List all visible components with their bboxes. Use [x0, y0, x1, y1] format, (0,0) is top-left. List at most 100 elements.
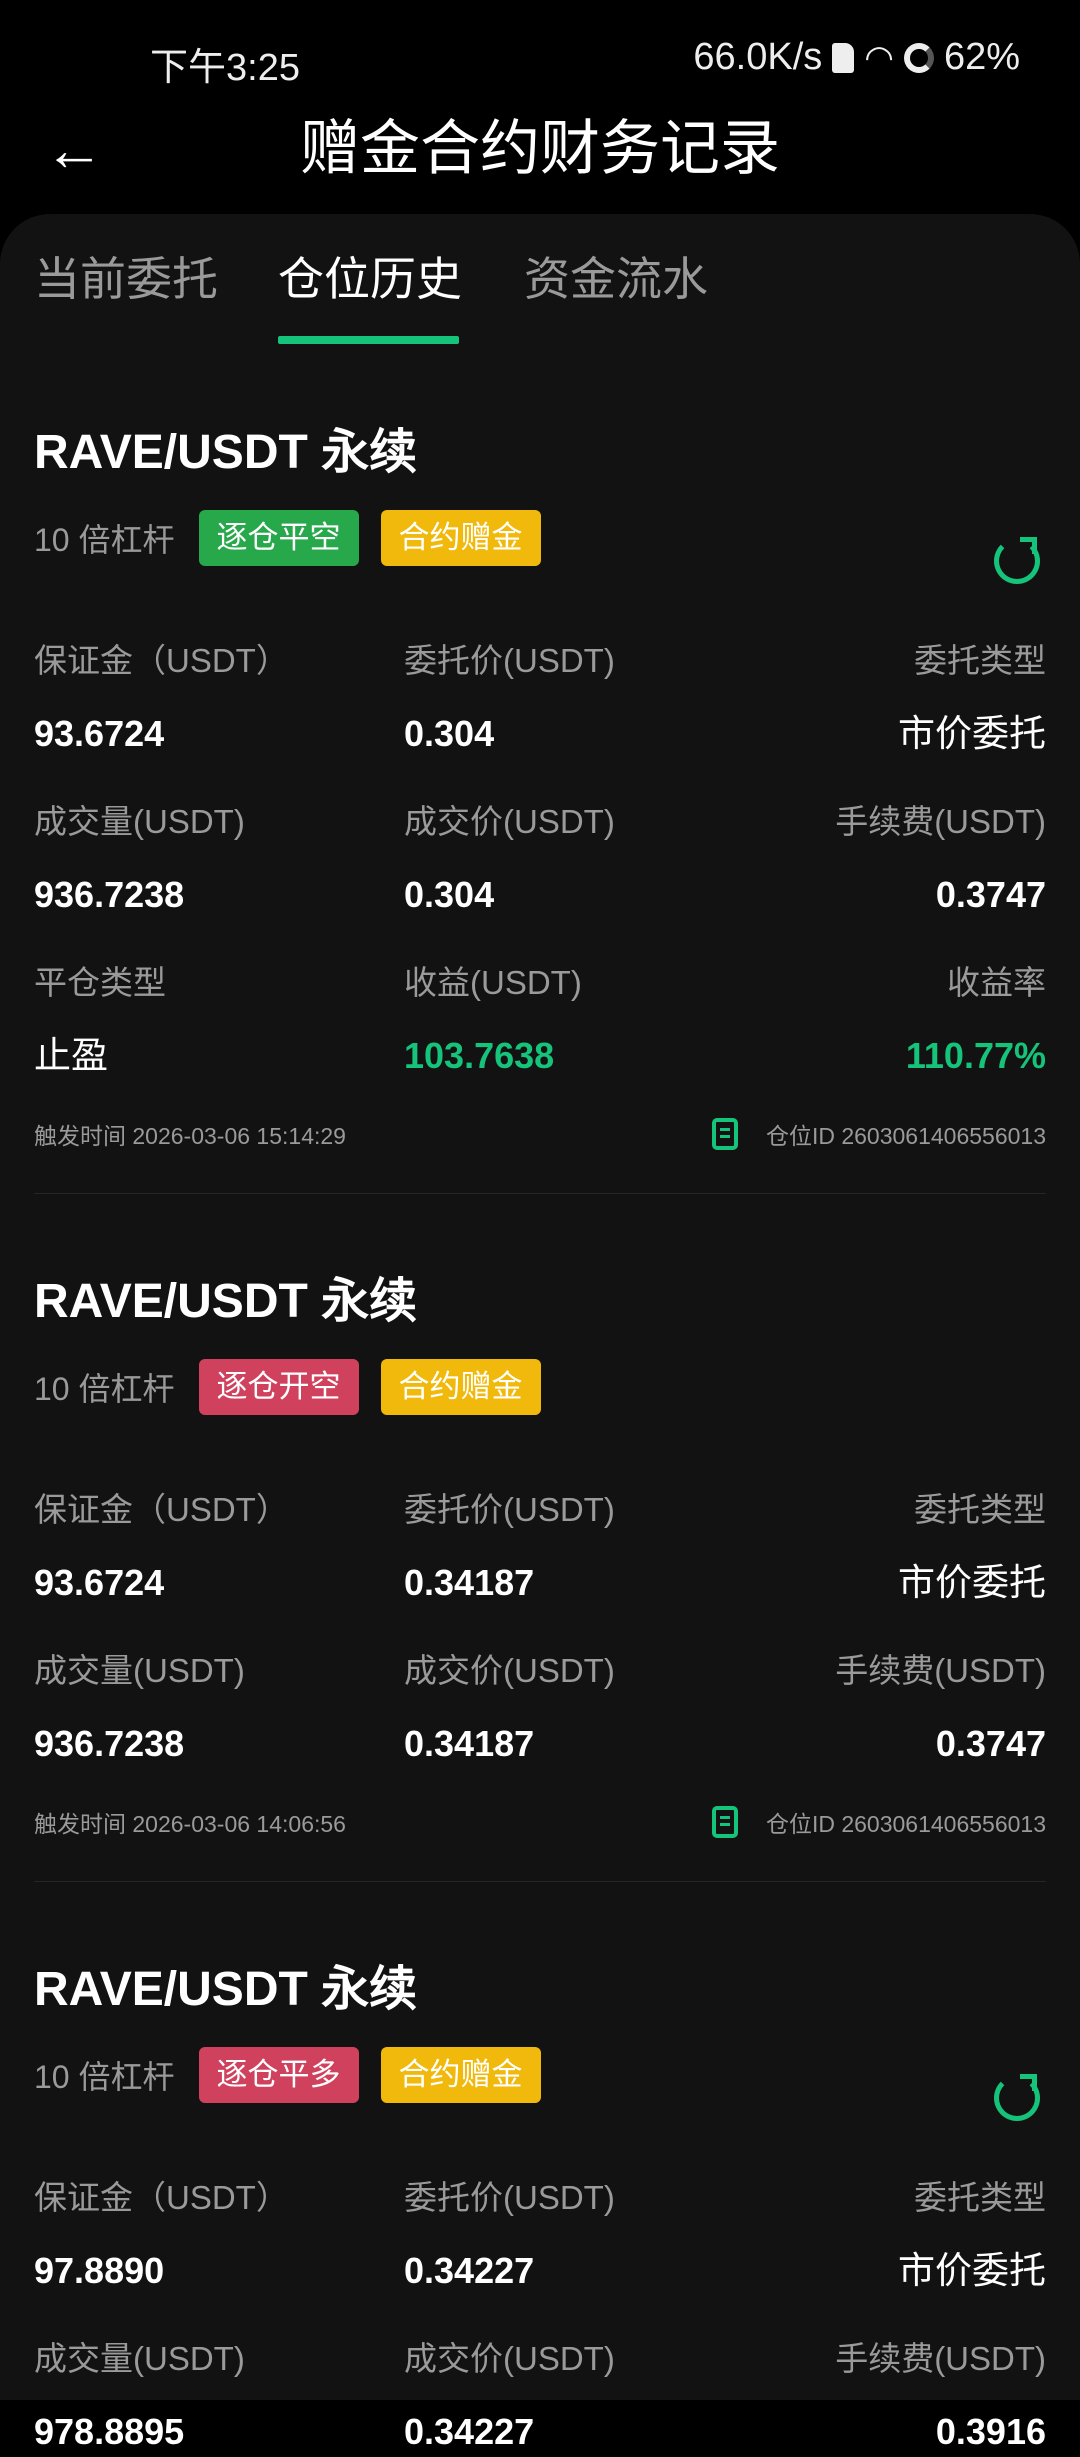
- field: 委托类型 市价委托: [774, 2173, 1046, 2296]
- field-label: 委托价(USDT): [404, 1491, 615, 1528]
- active-tab-indicator: [278, 336, 459, 344]
- field-label: 委托类型: [914, 642, 1046, 679]
- field-label: 平仓类型: [34, 964, 166, 1001]
- tab-current-orders[interactable]: 当前委托: [34, 253, 218, 305]
- position-id: 仓位ID 2603061406556013: [765, 1811, 1046, 1837]
- field: 手续费(USDT) 0.3916: [774, 2334, 1046, 2457]
- copy-icon[interactable]: [711, 1806, 738, 1838]
- field-label: 手续费(USDT): [835, 1652, 1046, 1689]
- field-label: 委托价(USDT): [404, 642, 615, 679]
- direction-badge: 逐仓平空: [198, 510, 359, 566]
- leverage-label: 10 倍杠杆: [34, 1371, 175, 1407]
- field-label: 成交价(USDT): [404, 803, 615, 840]
- field: 保证金（USDT） 93.6724: [34, 636, 404, 759]
- field-label: 成交量(USDT): [34, 803, 245, 840]
- field-value: 0.34227: [404, 2411, 535, 2452]
- tab-position-history[interactable]: 仓位历史: [278, 253, 462, 305]
- field-label: 保证金（USDT）: [34, 642, 289, 679]
- divider: [34, 1193, 1046, 1194]
- field-value: 936.7238: [34, 874, 185, 915]
- field: 保证金（USDT） 97.8890: [34, 2173, 404, 2296]
- field-label: 收益率: [947, 964, 1046, 1001]
- tab-fund-flow[interactable]: 资金流水: [524, 253, 708, 305]
- field: 收益(USDT) 103.7638: [404, 958, 774, 1081]
- field: 委托类型 市价委托: [774, 1485, 1046, 1608]
- field: 成交量(USDT) 936.7238: [34, 797, 404, 920]
- field-row: 平仓类型 止盈 收益(USDT) 103.7638 收益率 110.77%: [34, 958, 1046, 1081]
- field: 保证金（USDT） 93.6724: [34, 1485, 404, 1608]
- trigger-time: 触发时间 2026-03-06 14:06:56: [34, 1811, 346, 1837]
- field-value: 93.6724: [34, 1562, 165, 1603]
- field-value: 0.34187: [404, 1723, 535, 1764]
- bonus-badge: 合约赠金: [380, 1359, 541, 1415]
- field-value: 0.304: [404, 874, 495, 915]
- field-value: 936.7238: [34, 1723, 185, 1764]
- contract-title: RAVE/USDT 永续: [34, 426, 418, 479]
- field-row: 保证金（USDT） 93.6724 委托价(USDT) 0.34187 委托类型…: [34, 1485, 1046, 1608]
- field-value: 0.3916: [935, 2411, 1046, 2452]
- direction-badge: 逐仓开空: [198, 1359, 359, 1415]
- field: 委托类型 市价委托: [774, 636, 1046, 759]
- content-panel: 当前委托 仓位历史 资金流水 RAVE/USDT 永续 10 倍杠杆 逐仓平空 …: [0, 214, 1080, 2452]
- field: 成交量(USDT) 978.8895: [34, 2334, 404, 2457]
- battery-level: 62%: [943, 36, 1020, 78]
- field-value: 市价委托: [898, 1562, 1046, 1603]
- direction-badge: 逐仓平多: [198, 2047, 359, 2103]
- page-title: 赠金合约财务记录: [300, 115, 780, 182]
- copy-icon[interactable]: [711, 1118, 738, 1150]
- field: 委托价(USDT) 0.34227: [404, 2173, 774, 2296]
- field-value: 0.34227: [404, 2250, 535, 2291]
- tab-bar: 当前委托 仓位历史 资金流水: [0, 214, 1080, 345]
- back-arrow-icon[interactable]: ←: [44, 116, 104, 183]
- field-value: 0.3747: [935, 874, 1046, 915]
- divider: [34, 1881, 1046, 1882]
- bonus-badge: 合约赠金: [380, 2047, 541, 2103]
- field-label: 保证金（USDT）: [34, 1491, 289, 1528]
- field-value: 0.3747: [935, 1723, 1046, 1764]
- field: 收益率 110.77%: [774, 958, 1046, 1081]
- field-value: 97.8890: [34, 2250, 165, 2291]
- position-id: 仓位ID 2603061406556013: [765, 1123, 1046, 1149]
- field: 委托价(USDT) 0.304: [404, 636, 774, 759]
- field-label: 成交量(USDT): [34, 1652, 245, 1689]
- field-label: 保证金（USDT）: [34, 2179, 289, 2216]
- status-bar: 下午3:25 66.0K/s ◠ 62%: [0, 0, 1080, 100]
- field-label: 成交价(USDT): [404, 2340, 615, 2377]
- field-value: 103.7638: [404, 1035, 555, 1076]
- share-icon[interactable]: [994, 537, 1040, 584]
- field-value: 93.6724: [34, 713, 165, 754]
- field: 成交价(USDT) 0.34227: [404, 2334, 774, 2457]
- share-icon[interactable]: [994, 2074, 1040, 2121]
- status-time: 下午3:25: [150, 47, 300, 89]
- position-record-card: RAVE/USDT 永续 10 倍杠杆 逐仓平多 合约赠金 保证金（USDT） …: [0, 1955, 1080, 2457]
- field: 成交价(USDT) 0.34187: [404, 1646, 774, 1769]
- record-list: RAVE/USDT 永续 10 倍杠杆 逐仓平空 合约赠金 保证金（USDT） …: [0, 418, 1080, 2457]
- field-label: 委托类型: [914, 1491, 1046, 1528]
- field-row: 成交量(USDT) 978.8895 成交价(USDT) 0.34227 手续费…: [34, 2334, 1046, 2457]
- field-label: 手续费(USDT): [835, 803, 1046, 840]
- network-speed: 66.0K/s: [693, 36, 823, 78]
- field: 成交量(USDT) 936.7238: [34, 1646, 404, 1769]
- field: 手续费(USDT) 0.3747: [774, 1646, 1046, 1769]
- field-row: 成交量(USDT) 936.7238 成交价(USDT) 0.304 手续费(U…: [34, 797, 1046, 920]
- field-row: 保证金（USDT） 93.6724 委托价(USDT) 0.304 委托类型 市…: [34, 636, 1046, 759]
- field: 平仓类型 止盈: [34, 958, 404, 1081]
- position-record-card: RAVE/USDT 永续 10 倍杠杆 逐仓开空 合约赠金 保证金（USDT） …: [0, 1267, 1080, 1882]
- sim-icon: [832, 42, 855, 73]
- field: 委托价(USDT) 0.34187: [404, 1485, 774, 1608]
- contract-title: RAVE/USDT 永续: [34, 1275, 418, 1328]
- field-row: 成交量(USDT) 936.7238 成交价(USDT) 0.34187 手续费…: [34, 1646, 1046, 1769]
- field: 成交价(USDT) 0.304: [404, 797, 774, 920]
- trigger-time: 触发时间 2026-03-06 15:14:29: [34, 1123, 346, 1149]
- field-value: 市价委托: [898, 713, 1046, 754]
- field-label: 手续费(USDT): [835, 2340, 1046, 2377]
- field-label: 成交量(USDT): [34, 2340, 245, 2377]
- field-value: 978.8895: [34, 2411, 185, 2452]
- field-label: 成交价(USDT): [404, 1652, 615, 1689]
- bonus-badge: 合约赠金: [380, 510, 541, 566]
- field-label: 委托价(USDT): [404, 2179, 615, 2216]
- field-label: 收益(USDT): [404, 964, 582, 1001]
- leverage-label: 10 倍杠杆: [34, 2059, 175, 2095]
- leverage-label: 10 倍杠杆: [34, 522, 175, 558]
- wifi-icon: ◠: [864, 38, 894, 77]
